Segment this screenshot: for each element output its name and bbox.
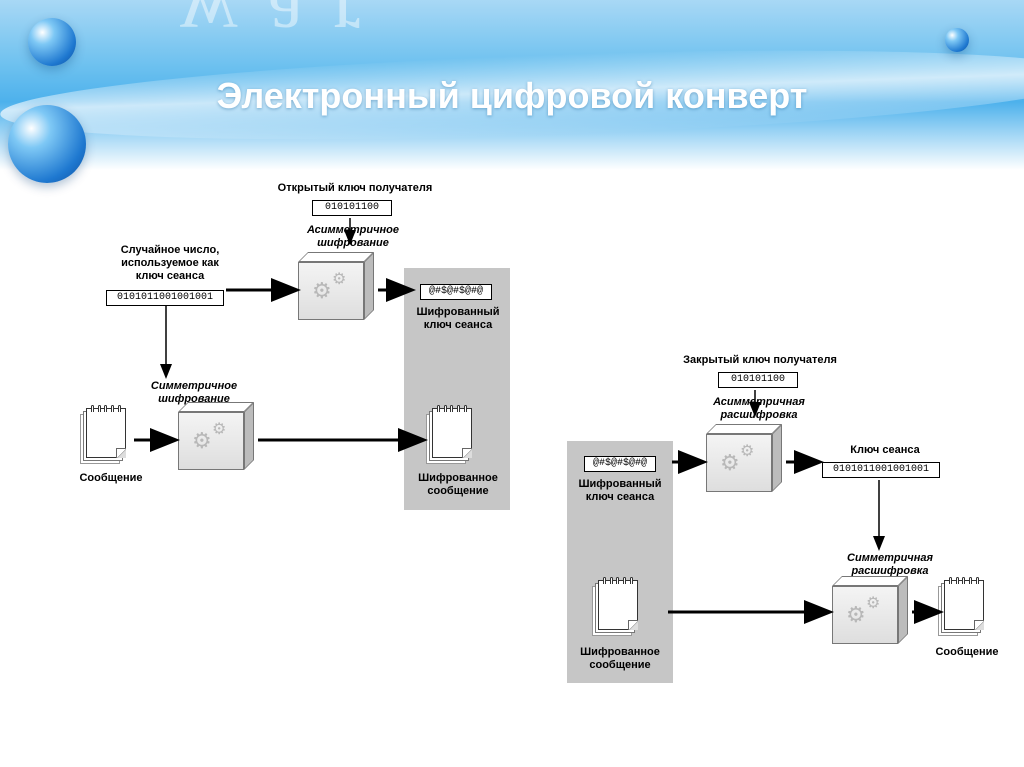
diagram-canvas: Открытый ключ получателя 010101100 Асимм… bbox=[0, 0, 1024, 767]
gear-icon: ⚙ bbox=[192, 430, 212, 452]
asym-decrypt-label: Асимметричная расшифровка bbox=[684, 396, 834, 422]
public-key-value: 010101100 bbox=[312, 200, 392, 216]
asym-encrypt-label: Асимметричное шифрование bbox=[278, 224, 428, 250]
session-key-out-label: Ключ сеанса bbox=[830, 444, 940, 457]
sym-decrypt-label: Симметричная расшифровка bbox=[820, 552, 960, 578]
gear-icon: ⚙ bbox=[720, 452, 740, 474]
session-key-label: Случайное число, используемое как ключ с… bbox=[100, 244, 240, 284]
encrypted-key-in-label: Шифрованный ключ сеанса bbox=[572, 478, 668, 504]
gear-icon: ⚙ bbox=[212, 422, 226, 438]
encrypted-msg-in-label: Шифрованное сообщение bbox=[572, 646, 668, 672]
public-key-label: Открытый ключ получателя bbox=[260, 182, 450, 195]
session-key-out-value: 0101011001001001 bbox=[822, 462, 940, 478]
encrypted-key-value: @#$@#$@#@ bbox=[420, 284, 492, 300]
gear-icon: ⚙ bbox=[312, 280, 332, 302]
gear-icon: ⚙ bbox=[740, 444, 754, 460]
message-out-label: Сообщение bbox=[922, 646, 1012, 659]
message-label: Сообщение bbox=[66, 472, 156, 485]
gear-icon: ⚙ bbox=[846, 604, 866, 626]
encrypted-msg-label: Шифрованное сообщение bbox=[410, 472, 506, 498]
private-key-label: Закрытый ключ получателя bbox=[660, 354, 860, 367]
encrypted-key-in-value: @#$@#$@#@ bbox=[584, 456, 656, 472]
gear-icon: ⚙ bbox=[332, 272, 346, 288]
private-key-value: 010101100 bbox=[718, 372, 798, 388]
encrypted-key-label: Шифрованный ключ сеанса bbox=[410, 306, 506, 332]
session-key-value: 0101011001001001 bbox=[106, 290, 224, 306]
gear-icon: ⚙ bbox=[866, 596, 880, 612]
